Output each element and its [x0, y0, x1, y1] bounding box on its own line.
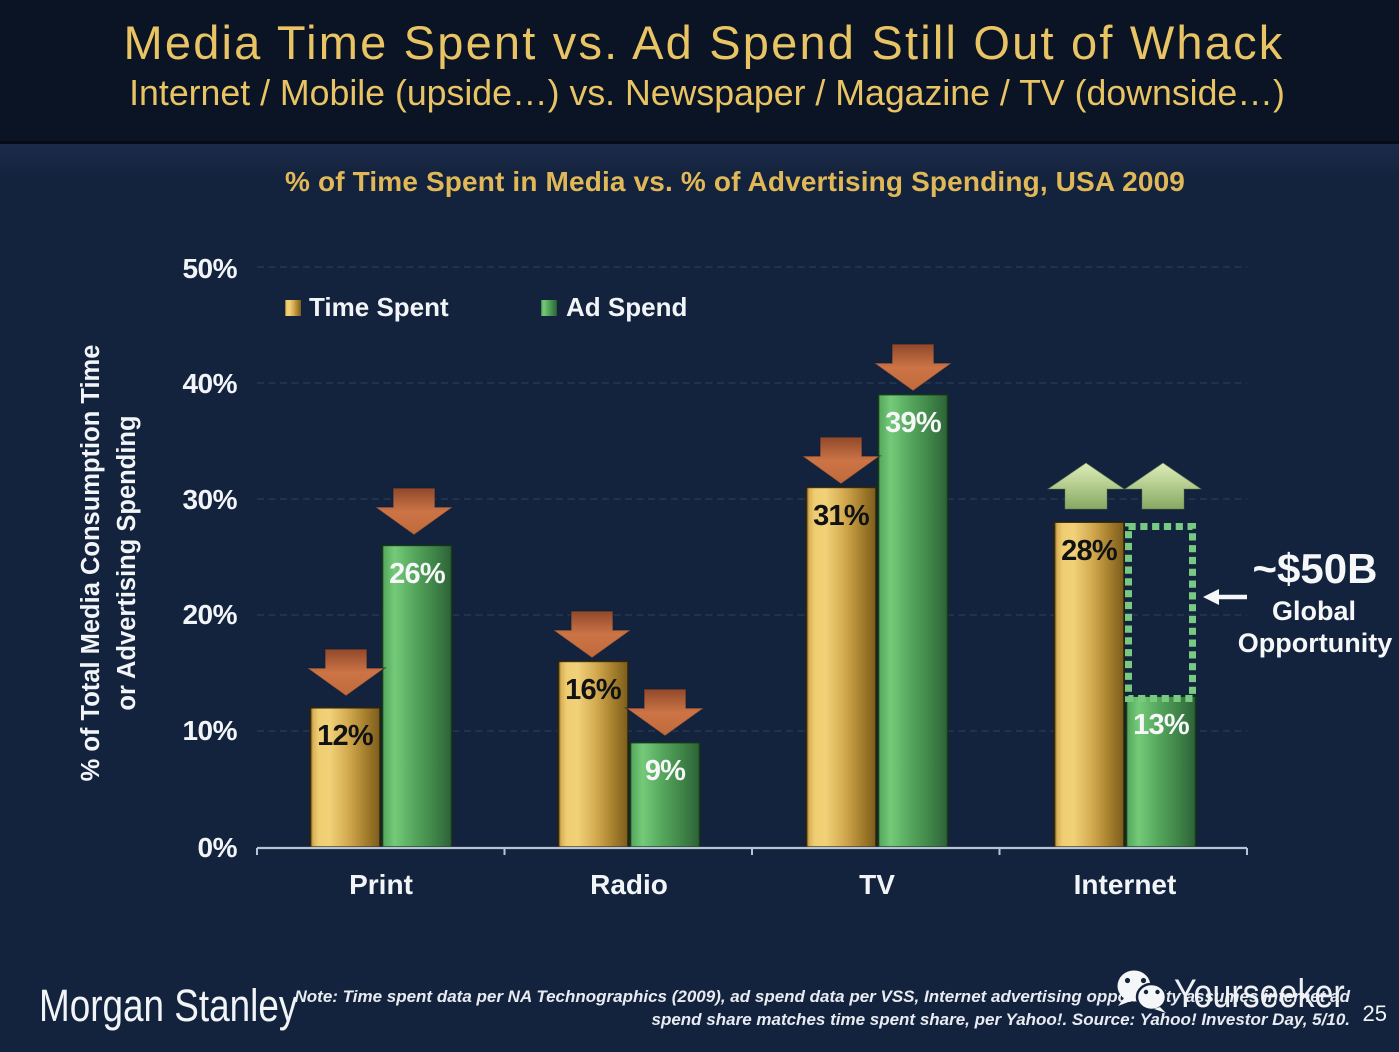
svg-text:Radio: Radio — [590, 869, 668, 900]
svg-text:10%: 10% — [182, 715, 237, 746]
svg-text:Ad Spend: Ad Spend — [566, 292, 687, 322]
svg-text:31%: 31% — [813, 500, 870, 532]
svg-text:26%: 26% — [389, 558, 446, 590]
svg-text:Opportunity: Opportunity — [1238, 628, 1392, 658]
svg-text:13%: 13% — [1133, 709, 1190, 741]
svg-text:Internet: Internet — [1074, 869, 1177, 900]
svg-text:spend share matches time spent: spend share matches time spent share, pe… — [652, 1010, 1351, 1029]
svg-text:9%: 9% — [645, 755, 686, 787]
svg-text:30%: 30% — [182, 484, 237, 515]
svg-text:39%: 39% — [885, 407, 942, 439]
svg-text:25: 25 — [1363, 1001, 1387, 1026]
svg-text:Morgan Stanley: Morgan Stanley — [39, 981, 298, 1031]
svg-text:Media Time Spent vs. Ad Spend: Media Time Spent vs. Ad Spend Still Out … — [124, 16, 1285, 69]
svg-text:Global: Global — [1272, 596, 1356, 626]
svg-text:Print: Print — [349, 869, 413, 900]
svg-text:40%: 40% — [182, 368, 237, 399]
svg-text:% of Time Spent in Media vs. %: % of Time Spent in Media vs. % of Advert… — [285, 166, 1185, 197]
svg-text:16%: 16% — [565, 674, 622, 706]
svg-text:Internet / Mobile (upside…) vs: Internet / Mobile (upside…) vs. Newspape… — [129, 73, 1285, 113]
svg-text:~$50B: ~$50B — [1253, 545, 1378, 592]
svg-text:28%: 28% — [1061, 535, 1118, 567]
svg-text:Note: Time spent data per NA T: Note: Time spent data per NA Technograph… — [295, 987, 1351, 1006]
svg-text:TV: TV — [859, 869, 895, 900]
svg-text:or Advertising Spending: or Advertising Spending — [113, 415, 141, 710]
svg-text:% of Total Media Consumption T: % of Total Media Consumption Time — [77, 345, 105, 782]
svg-text:0%: 0% — [198, 832, 238, 863]
svg-text:50%: 50% — [182, 253, 237, 284]
svg-text:20%: 20% — [182, 599, 237, 630]
svg-text:Yourseeker: Yourseeker — [1174, 970, 1345, 1015]
svg-text:Time Spent: Time Spent — [309, 292, 449, 322]
svg-text:12%: 12% — [317, 720, 374, 752]
